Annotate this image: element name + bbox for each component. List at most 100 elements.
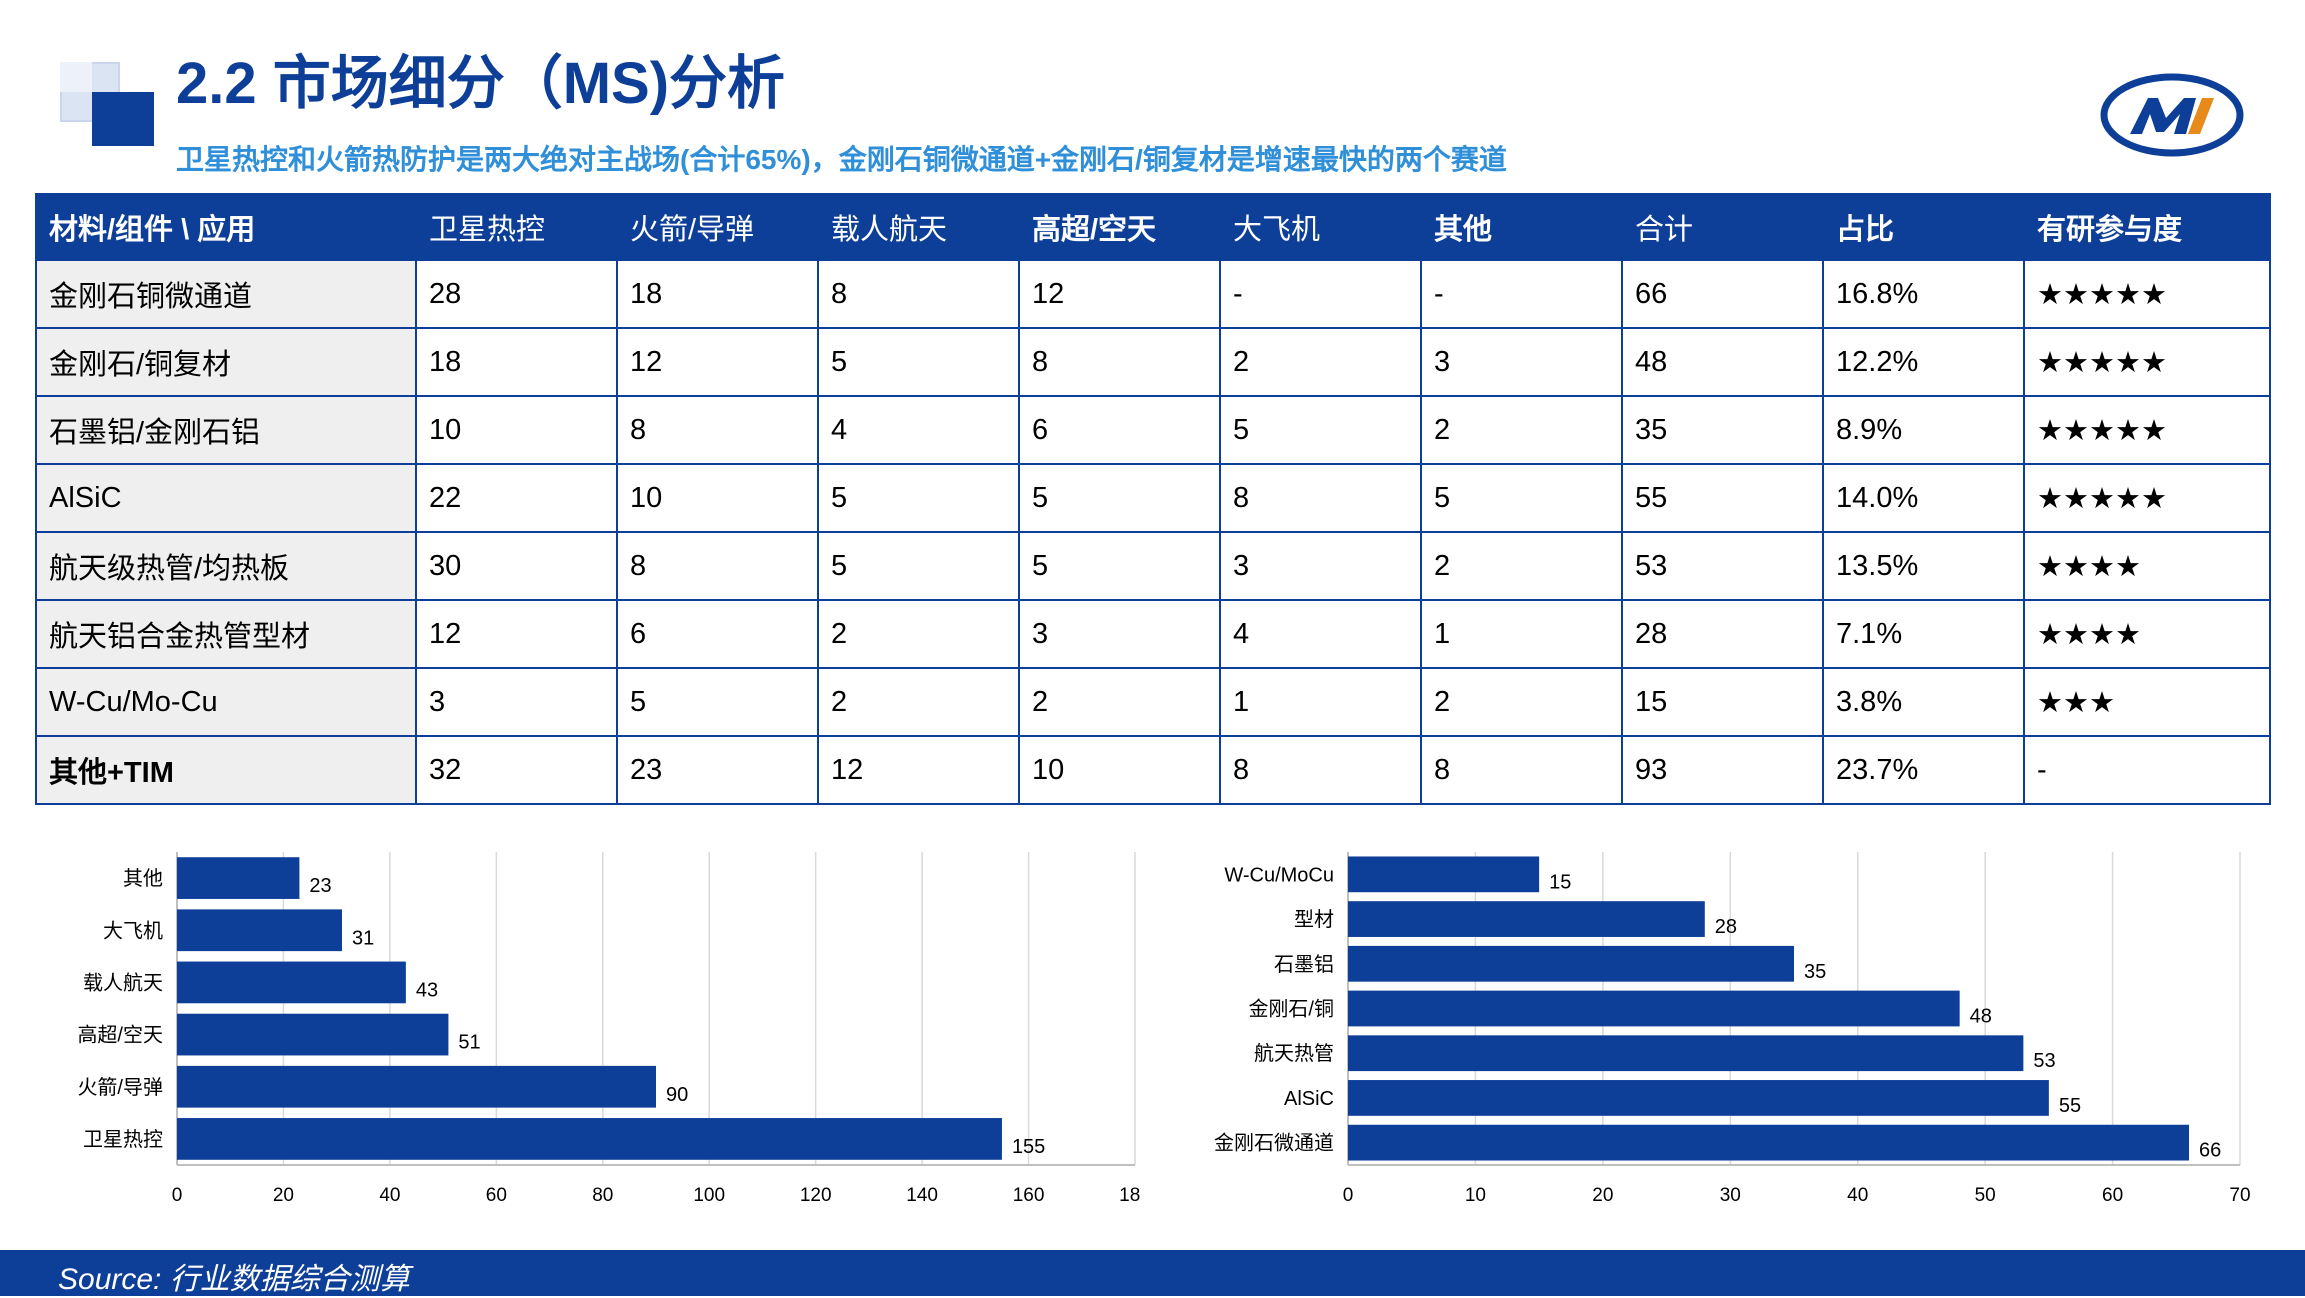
- bar: [177, 909, 342, 952]
- table-cell: 15: [1621, 667, 1824, 737]
- table-cell: 2: [817, 599, 1020, 669]
- table-cell: 6: [1018, 395, 1221, 465]
- x-tick-label: 0: [1343, 1185, 1354, 1206]
- table-row: 金刚石/铜复材 18 12 5 8 2 3 48 12.2% ★★★★★: [35, 327, 2271, 397]
- table-cell: -: [1219, 259, 1422, 329]
- bar: [1348, 1124, 2190, 1161]
- table-row: 其他+TIM 32 23 12 10 8 8 93 23.7% -: [35, 735, 2271, 805]
- table-cell: 5: [817, 327, 1020, 397]
- table-cell: 8: [1420, 735, 1623, 805]
- category-label: W-Cu/MoCu: [1224, 864, 1334, 886]
- x-tick-label: 160: [1013, 1185, 1045, 1206]
- table-cell: 14.0%: [1822, 463, 2025, 533]
- table-cell: 3: [1018, 599, 1221, 669]
- table-cell: 2: [1420, 395, 1623, 465]
- column-header: 大飞机: [1219, 193, 1422, 261]
- table-cell: 12: [817, 735, 1020, 805]
- data-label: 28: [1715, 916, 1737, 938]
- application-bar-chart: 0 20 40 60 80 100 120 140 160 180 其他 23 大飞机 31 载人航天 43 高…: [77, 852, 1140, 1206]
- data-label: 90: [666, 1084, 688, 1106]
- table-cell: W-Cu/Mo-Cu: [35, 667, 417, 737]
- data-label: 155: [1012, 1136, 1045, 1158]
- x-tick-label: 140: [906, 1185, 938, 1206]
- table-row: 石墨铝/金刚石铝 10 8 4 6 5 2 35 8.9% ★★★★★: [35, 395, 2271, 465]
- bar: [177, 1065, 656, 1108]
- page-subtitle: 卫星热控和火箭热防护是两大绝对主战场(合计65%)，金刚石铜微通道+金刚石/铜复…: [176, 144, 1507, 175]
- table-cell: 8: [1219, 735, 1422, 805]
- x-tick-label: 20: [273, 1185, 294, 1206]
- table-cell: 12: [415, 599, 618, 669]
- category-label: 金刚石微通道: [1214, 1132, 1334, 1155]
- table-cell: 23: [616, 735, 819, 805]
- table-cell: 1: [1219, 667, 1422, 737]
- table-cell: 8: [616, 395, 819, 465]
- category-label: 高超/空天: [77, 1024, 163, 1047]
- table-cell: 10: [415, 395, 618, 465]
- x-tick-label: 30: [1720, 1185, 1741, 1206]
- bar: [1348, 990, 1960, 1027]
- source-label: Source:: [58, 1263, 162, 1296]
- category-label: 其他: [123, 867, 163, 890]
- bar: [177, 857, 300, 899]
- table-cell: 金刚石/铜复材: [35, 327, 417, 397]
- table-cell: 5: [616, 667, 819, 737]
- table-cell: 30: [415, 531, 618, 601]
- data-label: 43: [416, 979, 438, 1001]
- table-cell: 4: [1219, 599, 1422, 669]
- table-cell: 66: [1621, 259, 1824, 329]
- decor-square-dark: [92, 92, 154, 146]
- x-tick-label: 60: [486, 1185, 507, 1206]
- bar: [1348, 945, 1794, 982]
- table-cell: 35: [1621, 395, 1824, 465]
- table-cell: ★★★★★: [2023, 327, 2271, 397]
- table-cell: 3: [1219, 531, 1422, 601]
- column-header: 占比: [1822, 193, 2025, 261]
- material-bar-chart: 0 10 20 30 40 50 60 70 W-Cu/MoCu 15 型材 28 石墨铝 35 金刚石/铜…: [1214, 852, 2251, 1206]
- data-label: 35: [1804, 961, 1826, 983]
- table-cell: 28: [1621, 599, 1824, 669]
- x-tick-label: 70: [2229, 1185, 2250, 1206]
- table-cell: -: [2023, 735, 2271, 805]
- category-label: 卫星热控: [83, 1128, 163, 1151]
- table-cell: 8: [1018, 327, 1221, 397]
- table-cell: 8: [616, 531, 819, 601]
- column-header: 载人航天: [817, 193, 1020, 261]
- company-logo-icon: [2100, 73, 2244, 157]
- table-cell: 10: [1018, 735, 1221, 805]
- x-tick-label: 180: [1119, 1185, 1140, 1206]
- x-tick-label: 100: [693, 1185, 725, 1206]
- source-text: 行业数据综合测算: [161, 1263, 410, 1296]
- table-cell: ★★★★★: [2023, 259, 2271, 329]
- table-row: 航天铝合金热管型材 12 6 2 3 4 1 28 7.1% ★★★★: [35, 599, 2271, 669]
- table-cell: 10: [616, 463, 819, 533]
- column-header: 合计: [1621, 193, 1824, 261]
- table-cell: 28: [415, 259, 618, 329]
- table-cell: 2: [817, 667, 1020, 737]
- table-cell: 8.9%: [1822, 395, 2025, 465]
- table-cell: 5: [817, 463, 1020, 533]
- category-label: 火箭/导弹: [77, 1076, 163, 1099]
- table-cell: 12: [1018, 259, 1221, 329]
- x-tick-label: 80: [592, 1185, 613, 1206]
- data-label: 48: [1970, 1006, 1992, 1028]
- data-label: 51: [458, 1032, 480, 1054]
- table-cell: 8: [1219, 463, 1422, 533]
- data-label: 66: [2199, 1140, 2221, 1162]
- bar: [177, 961, 406, 1004]
- table-cell: 23.7%: [1822, 735, 2025, 805]
- column-header: 材料/组件 \ 应用: [35, 193, 417, 261]
- data-label: 31: [352, 927, 374, 949]
- table-row: AlSiC 22 10 5 5 8 5 55 14.0% ★★★★★: [35, 463, 2271, 533]
- table-cell: 5: [1219, 395, 1422, 465]
- table-cell: ★★★★: [2023, 599, 2271, 669]
- data-label: 55: [2059, 1095, 2081, 1117]
- table-cell: 13.5%: [1822, 531, 2025, 601]
- bar: [1348, 901, 1705, 937]
- column-header: 火箭/导弹: [616, 193, 819, 261]
- table-cell: 55: [1621, 463, 1824, 533]
- column-header: 其他: [1420, 193, 1623, 261]
- table-cell: 18: [415, 327, 618, 397]
- category-label: 型材: [1294, 908, 1334, 931]
- category-label: AlSiC: [1284, 1088, 1334, 1110]
- table-cell: 3.8%: [1822, 667, 2025, 737]
